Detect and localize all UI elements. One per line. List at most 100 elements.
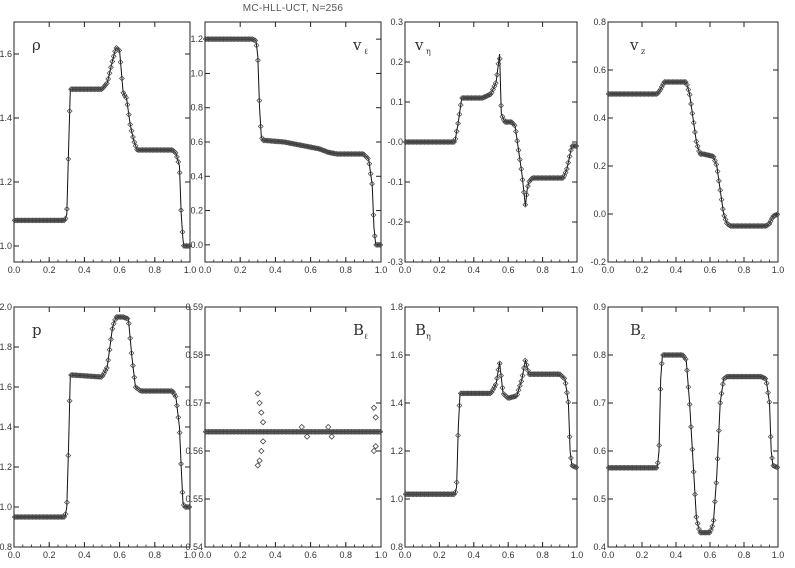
- data-point: [537, 175, 543, 181]
- data-point: [406, 491, 413, 498]
- x-tick-label: 0.4: [78, 265, 91, 275]
- data-point: [758, 373, 765, 380]
- data-point: [625, 91, 632, 97]
- data-point: [627, 91, 633, 97]
- data-point: [670, 79, 677, 85]
- panel-label: v: [414, 36, 424, 54]
- data-point: [503, 119, 510, 125]
- x-tick-label: 0.8: [738, 550, 751, 560]
- data-point: [633, 464, 640, 471]
- data-point: [377, 428, 384, 435]
- data-point: [652, 91, 659, 97]
- data-point: [460, 95, 467, 101]
- x-tick-label: 0.4: [670, 550, 683, 560]
- data-point: [545, 371, 552, 378]
- data-point: [700, 529, 706, 536]
- data-point: [650, 464, 657, 471]
- data-point: [674, 79, 681, 85]
- data-point: [751, 373, 758, 380]
- data-point: [623, 464, 629, 471]
- x-tick-label: 0.6: [704, 550, 717, 560]
- data-point: [130, 134, 136, 140]
- x-tick-label: 0.0: [399, 265, 412, 275]
- data-point: [108, 336, 114, 343]
- data-point: [573, 143, 580, 149]
- x-tick-label: 1.0: [375, 550, 388, 560]
- data-point: [632, 464, 639, 471]
- data-point: [473, 390, 480, 397]
- data-point: [468, 95, 475, 101]
- y-tick-label: 1.8: [0, 342, 12, 352]
- panel-label-subscript: z: [641, 47, 645, 56]
- y-tick-label: 0.54: [185, 542, 203, 552]
- data-point: [408, 491, 414, 498]
- data-point: [256, 97, 263, 104]
- series-line: [14, 46, 190, 247]
- data-point: [527, 371, 534, 378]
- data-point: [771, 212, 778, 219]
- data-point: [472, 390, 479, 397]
- data-point: [105, 357, 112, 364]
- data-point: [124, 315, 131, 322]
- data-point: [376, 241, 382, 248]
- data-point: [437, 139, 444, 145]
- data-point: [714, 168, 721, 175]
- data-point: [418, 139, 425, 145]
- data-point: [723, 373, 730, 380]
- y-tick-label: 0.6: [593, 65, 606, 75]
- data-point: [669, 79, 676, 85]
- data-point: [664, 79, 670, 85]
- data-point: [698, 529, 705, 536]
- outlier-point: [259, 438, 267, 445]
- data-point: [562, 169, 569, 176]
- data-point: [769, 455, 775, 461]
- y-tick-label: 0.55: [185, 494, 203, 504]
- data-point: [566, 153, 573, 160]
- data-point: [443, 139, 449, 145]
- data-point: [625, 464, 632, 471]
- data-point: [737, 373, 744, 380]
- data-point: [716, 177, 722, 184]
- data-point: [685, 86, 692, 93]
- data-point: [359, 151, 366, 157]
- data-point: [638, 91, 645, 97]
- data-point: [422, 491, 429, 498]
- data-point: [674, 352, 681, 358]
- data-point: [605, 91, 612, 97]
- data-point: [98, 374, 105, 380]
- x-tick-label: 0.8: [536, 265, 549, 275]
- data-point: [733, 373, 740, 380]
- figure-title: MC-HLL-UCT, N=256: [243, 3, 344, 14]
- data-point: [179, 229, 186, 235]
- data-point: [733, 223, 740, 229]
- data-point: [570, 143, 577, 149]
- data-point: [464, 390, 471, 397]
- y-tick-label: 1.4: [390, 398, 403, 408]
- data-point: [537, 371, 543, 378]
- outlier-point: [303, 433, 311, 440]
- panel-label-subscript: ℓ: [364, 332, 368, 341]
- data-point: [654, 90, 661, 97]
- data-point: [632, 91, 639, 97]
- data-point: [456, 402, 463, 409]
- data-point: [417, 491, 424, 498]
- data-point: [559, 175, 566, 181]
- data-point: [99, 85, 106, 92]
- series-line: [608, 354, 779, 534]
- data-point: [405, 139, 412, 145]
- data-point: [479, 95, 486, 101]
- data-point: [482, 93, 488, 100]
- data-point: [617, 91, 624, 97]
- data-point: [660, 352, 667, 358]
- data-point: [172, 393, 179, 400]
- data-point: [541, 371, 547, 378]
- data-point: [609, 464, 616, 471]
- data-point: [682, 356, 689, 362]
- data-point: [697, 529, 704, 536]
- data-point: [124, 101, 131, 108]
- data-point: [673, 352, 680, 358]
- data-point: [569, 462, 576, 469]
- data-point: [613, 464, 620, 471]
- data-point: [428, 491, 435, 498]
- data-point: [432, 491, 439, 498]
